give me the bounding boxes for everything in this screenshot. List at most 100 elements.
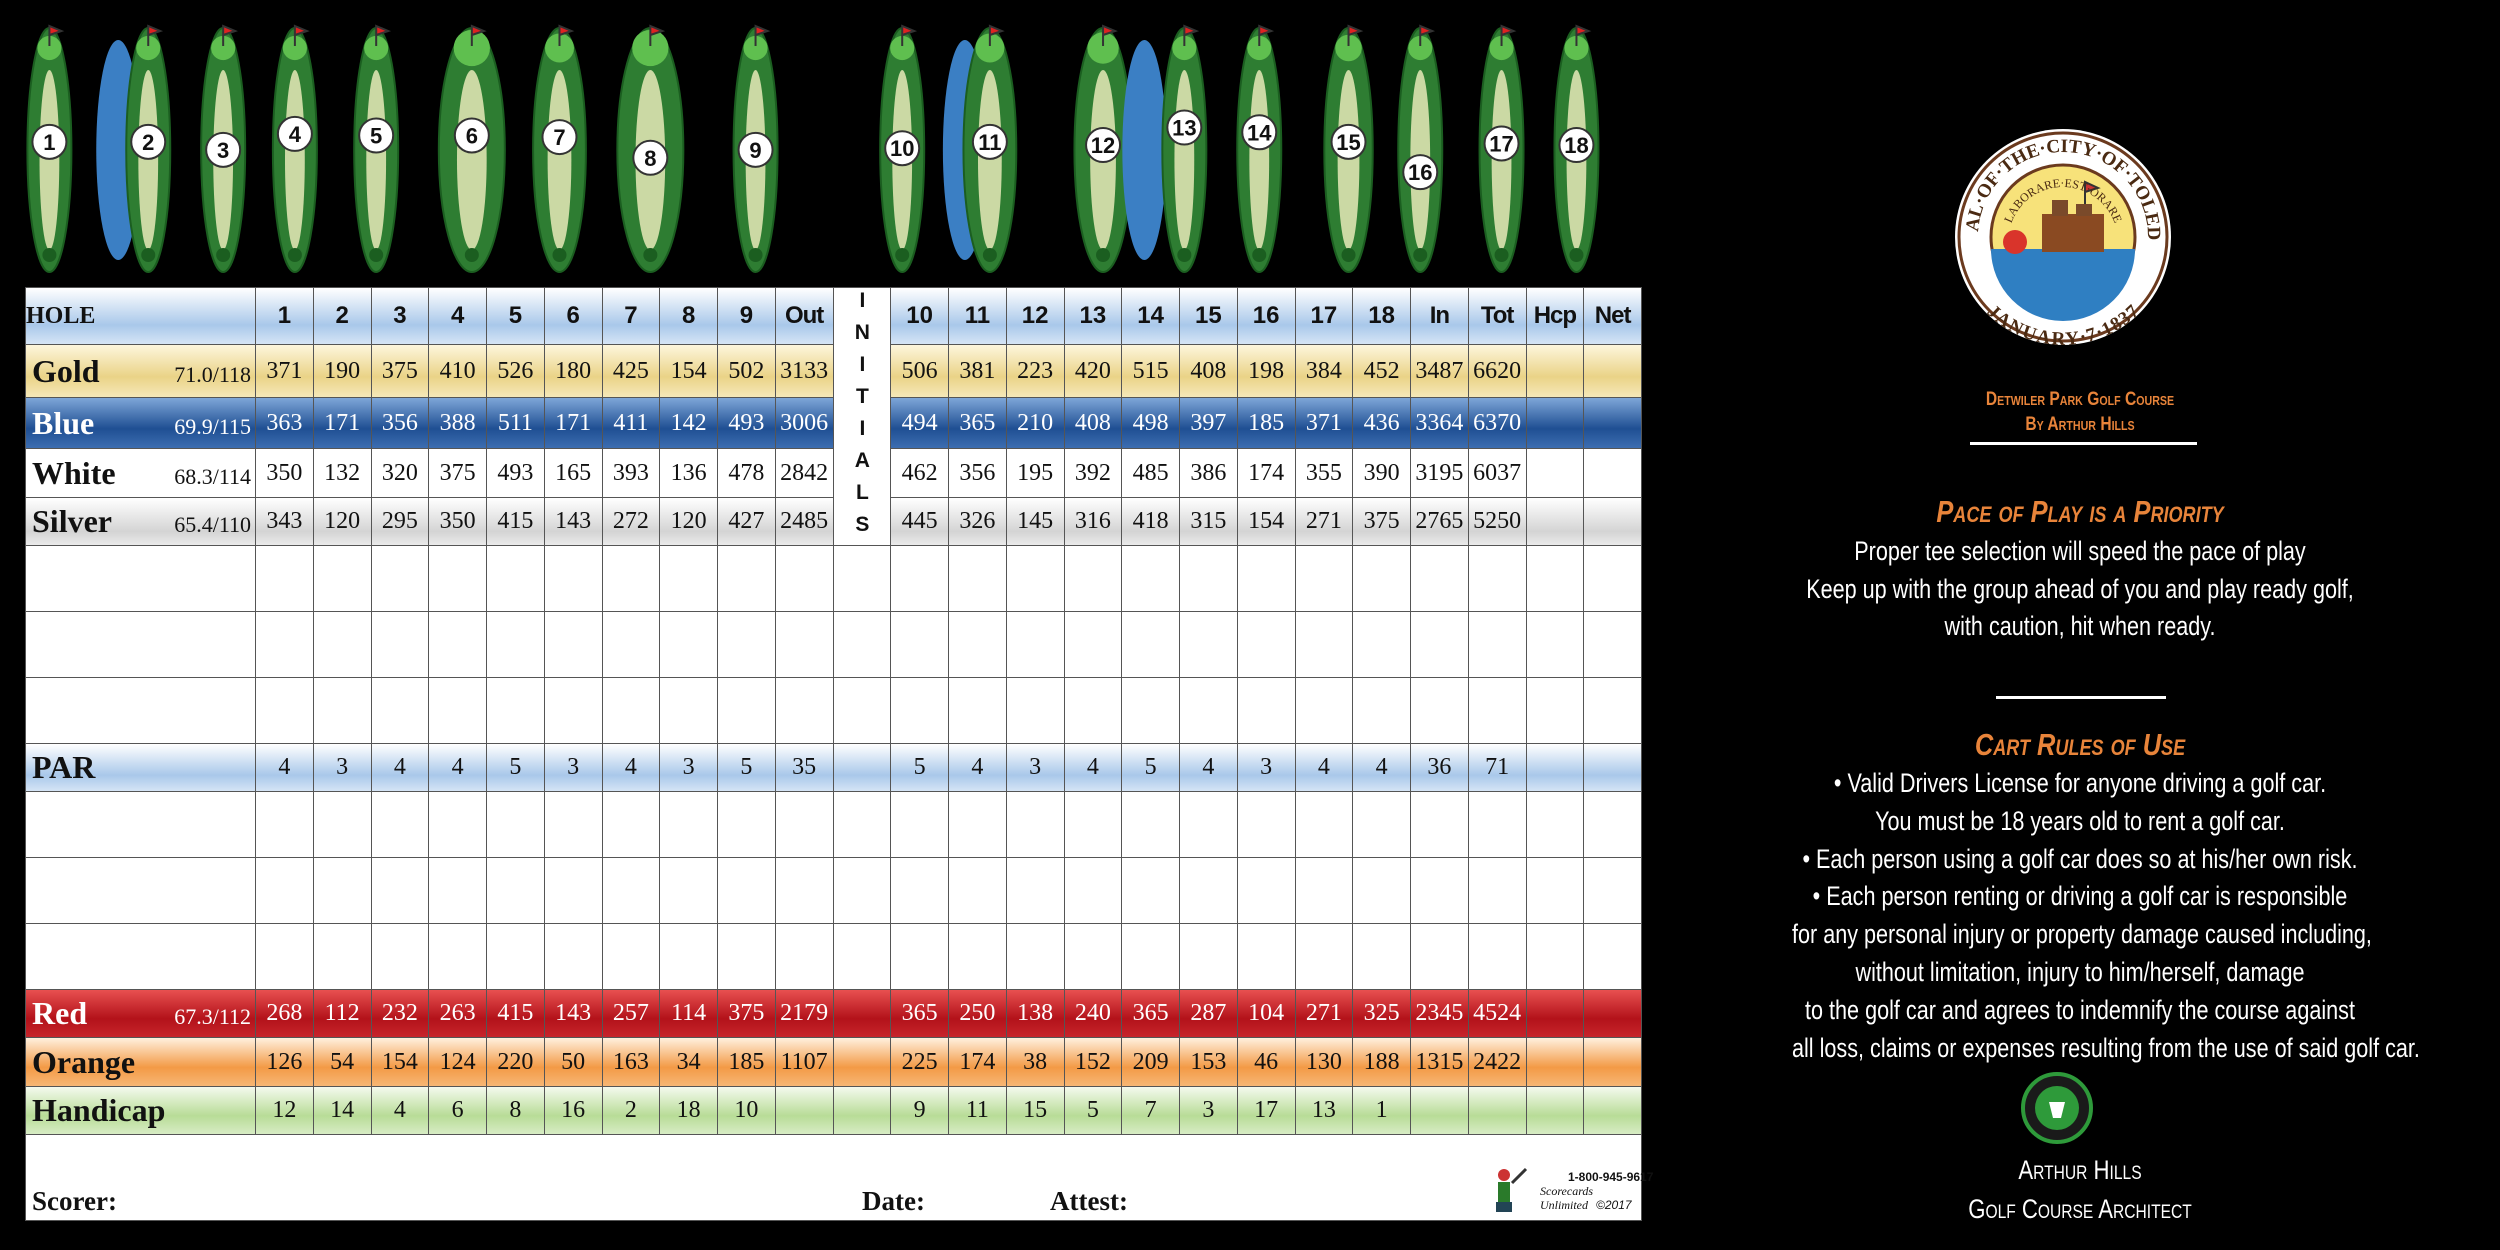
blank-cell [774,677,834,744]
hole-cell: 8 [486,1086,545,1135]
blank-cell [890,611,949,678]
hole-cell: 112 [312,989,372,1038]
hole-cell: 14 [312,1086,372,1135]
hole-cell: 526 [486,344,545,398]
out-cell: 1107 [774,1037,834,1087]
blank-cell [1294,545,1354,612]
net-cell [1583,497,1642,546]
hole-cell: 371 [255,344,314,398]
hole-cell: 4 [1179,743,1238,792]
score-row [25,923,1642,990]
hole-number-badge [205,131,242,168]
total-cell: 6620 [1467,344,1527,398]
hole-cell: 185 [717,1037,776,1087]
phone: 1-800-945-9617 [1568,1170,1654,1184]
brand: Unlimited [1540,1198,1588,1212]
blank-cell [1063,857,1123,924]
label-wrap: Red 67.3/112 [27,995,255,1032]
hole-cell: 4 [1294,743,1354,792]
in-cell: 2765 [1410,497,1469,546]
hole-cell: 4 [255,743,314,792]
hole-map-number: 8 [644,146,656,171]
blank-cell [255,923,314,990]
hole-cell: 350 [255,448,314,498]
hole-number-badge [1166,109,1203,146]
header-label: HOLE [25,287,256,345]
blank-cell [1410,923,1469,990]
blank-cell [1467,545,1527,612]
label-wrap: PAR [27,749,255,786]
tee-box [895,248,910,262]
row-name: Blue [32,404,95,441]
green [632,29,669,67]
blank-cell [1525,545,1585,612]
blank-cell [543,791,603,858]
hole-cell: 365 [890,989,949,1038]
blank-cell [486,791,545,858]
label-wrap: White 68.3/114 [27,455,255,492]
blank-cell [312,791,372,858]
hole-cell: 493 [717,397,776,449]
fairway [284,70,305,250]
flag [988,24,1005,46]
hcp-cell [1525,497,1585,546]
blank-cell [774,923,834,990]
blank-cell [1583,677,1642,744]
blank-cell [1179,857,1238,924]
blank-cell [25,545,256,612]
hole-cell: 153 [1179,1037,1238,1087]
blank-cell [832,611,892,678]
hole-cell: 3 [1179,1086,1238,1135]
hole-cell: 250 [948,989,1007,1038]
hole-number-badge [737,131,774,168]
blank-cell [1063,611,1123,678]
hcp-header: Hcp [1525,287,1585,345]
hole-number-badge [130,123,167,160]
hole-cell: 143 [543,989,603,1038]
tee-box [1177,248,1192,262]
green [364,35,389,61]
date-label: Date: [862,1186,925,1216]
row-name: Handicap [32,1092,166,1128]
hole-cell: 1 [1352,1086,1411,1135]
tee-box [287,248,302,262]
blank-cell [1121,545,1180,612]
hole-cell: 415 [486,989,545,1038]
out-header: Out [774,287,834,345]
tee-box [1341,248,1356,262]
blank-cell [659,677,718,744]
blank-cell [1005,611,1065,678]
cart-line: all loss, claims or expenses resulting f… [1792,1032,2420,1063]
green [890,35,915,61]
hole-cell: 54 [312,1037,372,1087]
hole-number-badge [276,115,313,152]
label-wrap: Gold 71.0/118 [27,353,255,390]
hole-cell: 120 [312,497,372,546]
hole-map-number: 3 [217,138,229,163]
hole-cell: 17 [1236,1086,1296,1135]
score-row [25,1134,1642,1221]
tee-box [1569,248,1584,262]
net-cell [1583,448,1642,498]
divider [1970,442,2197,445]
blank-cell [1179,677,1238,744]
hcp-cell [1525,1037,1585,1087]
hole-cell: 418 [1121,497,1180,546]
info-panel: Detwiler Park Golf Course By Arthur Hill… [1720,0,2440,1250]
hole-cell: 493 [486,448,545,498]
pace-line: Keep up with the group ahead of you and … [1806,573,2354,604]
initials-cell [832,989,892,1038]
attest-label: Attest: [1050,1186,1128,1216]
blank-cell [717,791,776,858]
hole-number-badge [1085,127,1122,164]
initials-cell [832,743,892,792]
score-row: HOLE 1 2 3 4 5 6 7 8 9 Out INITIALS 10 11 12 13 14 15 16 17… [25,287,1642,546]
flag [901,24,918,46]
hole-map-number: 1 [43,130,55,155]
hole-number-badge [1483,125,1520,162]
score-row [25,791,1642,858]
net-cell [1583,1037,1642,1087]
blank-cell [1467,677,1527,744]
course-by: By Arthur Hills [2025,414,2135,435]
